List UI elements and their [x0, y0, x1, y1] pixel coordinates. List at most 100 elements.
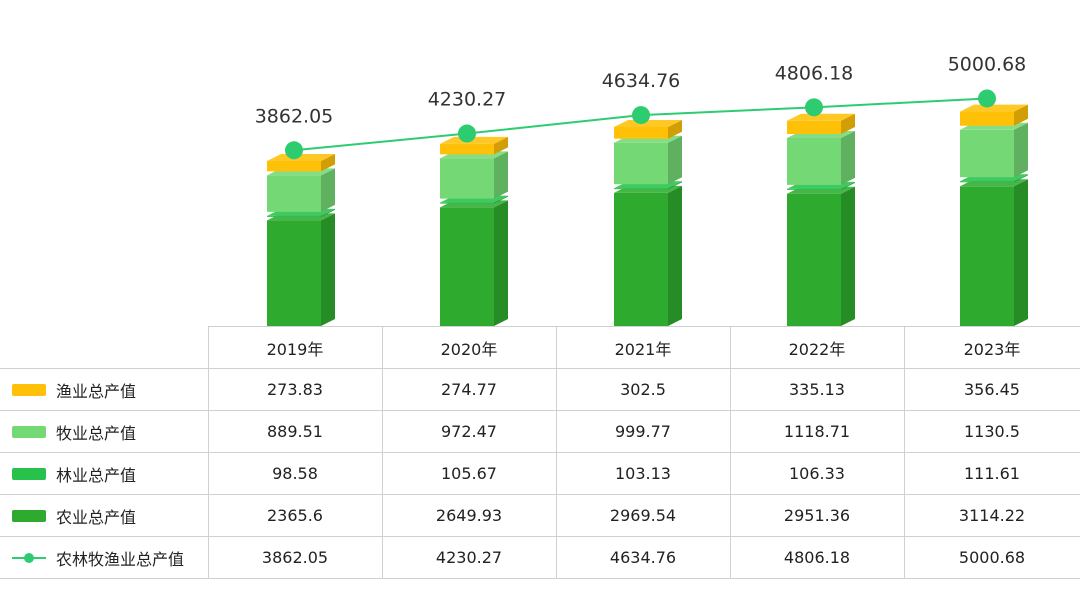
table-row: 渔业总产值 273.83 274.77 302.5 335.13 356.45: [0, 368, 1080, 411]
table-header-row: 2019年 2020年 2021年 2022年 2023年: [0, 326, 1080, 369]
bar-林业总产值: [960, 181, 1014, 183]
bar-林业总产值-side: [321, 208, 335, 217]
stacked-bar-line-chart: 3862.05 4230.27 4634.76 4806.18 5000.68: [255, 53, 1028, 326]
table-cell: 889.51: [207, 410, 383, 453]
year-header: 2023年: [903, 326, 1080, 369]
table-cell: 2969.54: [555, 494, 731, 537]
table-cell: 2365.6: [207, 494, 383, 537]
table-cell: 1130.5: [903, 410, 1080, 453]
bar-林业总产值: [787, 188, 841, 190]
table-cell: 5000.68: [903, 536, 1080, 579]
table-cell: 98.58: [207, 452, 383, 495]
bar-牧业总产值-side: [494, 151, 508, 199]
row-label: 农林牧渔业总产值: [56, 549, 185, 569]
table-cell: 106.33: [729, 452, 905, 495]
bar-农业总产值: [614, 192, 668, 326]
total-data-label: 3862.05: [255, 105, 334, 127]
row-label-cell: 牧业总产值: [0, 410, 209, 453]
total-data-label: 4634.76: [602, 70, 681, 92]
bar-农业总产值-side: [668, 185, 682, 326]
table-cell: 111.61: [903, 452, 1080, 495]
bar-渔业总产值-side: [668, 119, 682, 139]
table-cell: 999.77: [555, 410, 731, 453]
bar-渔业总产值-top: [960, 104, 1028, 112]
bar-渔业总产值-top: [440, 136, 508, 144]
bar-牧业总产值-side: [841, 130, 855, 185]
bar-林业总产值-side: [668, 181, 682, 190]
total-point: [978, 89, 996, 108]
bar-农业总产值-side: [1014, 179, 1028, 326]
total-data-label: 5000.68: [948, 53, 1027, 75]
bar-渔业总产值-side: [321, 153, 335, 172]
bar-林业总产值: [614, 188, 668, 190]
row-label: 渔业总产值: [56, 381, 137, 401]
table-cell: 4634.76: [555, 536, 731, 579]
year-header: 2022年: [729, 326, 905, 369]
table-cell: 302.5: [555, 368, 731, 411]
bar-农业总产值: [787, 193, 841, 326]
table-row: 农林牧渔业总产值 3862.05 4230.27 4634.76 4806.18 5000…: [0, 536, 1080, 579]
legend-swatch-icon: [12, 383, 46, 396]
bar-农业总产值: [267, 220, 321, 326]
bar-渔业总产值: [614, 126, 668, 139]
line-legend-icon: [12, 552, 46, 564]
bar-牧业总产值-side: [321, 168, 335, 212]
bar-林业总产值: [440, 202, 494, 204]
legend-swatch-icon: [12, 425, 46, 438]
bar-渔业总产值: [440, 143, 494, 155]
table-cell: 356.45: [903, 368, 1080, 411]
data-table: 2019年 2020年 2021年 2022年 2023年 渔业总产值 273.8…: [0, 326, 1080, 579]
bar-农业总产值-side: [841, 186, 855, 326]
total-point: [458, 124, 476, 143]
bar-牧业总产值-side: [668, 135, 682, 185]
table-row: 林业总产值 98.58 105.67 103.13 106.33 111.61: [0, 452, 1080, 495]
legend-swatch-icon: [12, 467, 46, 480]
table-cell: 335.13: [729, 368, 905, 411]
bar-渔业总产值-side: [841, 113, 855, 134]
legend-swatch-icon: [12, 509, 46, 522]
bar-农业总产值: [960, 186, 1014, 326]
row-label-cell: 农业总产值: [0, 494, 209, 537]
bar-林业总产值-side: [1014, 174, 1028, 183]
row-label: 林业总产值: [56, 465, 137, 485]
bar-牧业总产值-side: [1014, 122, 1028, 178]
total-point: [805, 98, 823, 117]
bar-渔业总产值: [960, 111, 1014, 126]
row-label-cell: 农林牧渔业总产值: [0, 536, 209, 579]
bar-农业总产值-side: [494, 200, 508, 326]
year-header: 2021年: [555, 326, 731, 369]
bar-渔业总产值: [787, 120, 841, 134]
bar-牧业总产值: [614, 142, 668, 185]
table-cell: 105.67: [381, 452, 557, 495]
table-cell: 273.83: [207, 368, 383, 411]
bar-渔业总产值-side: [494, 136, 508, 155]
total-data-label: 4806.18: [775, 62, 854, 84]
bar-渔业总产值-top: [267, 153, 335, 161]
table-corner-cell: [0, 326, 209, 369]
row-label: 农业总产值: [56, 507, 137, 527]
bar-牧业总产值: [787, 137, 841, 185]
bar-林业总产值-side: [494, 195, 508, 204]
total-point: [285, 141, 303, 160]
table-cell: 4230.27: [381, 536, 557, 579]
bar-渔业总产值-top: [787, 113, 855, 121]
table-cell: 2649.93: [381, 494, 557, 537]
table-cell: 2951.36: [729, 494, 905, 537]
bar-渔业总产值: [267, 160, 321, 172]
row-label-cell: 林业总产值: [0, 452, 209, 495]
table-cell: 4806.18: [729, 536, 905, 579]
bar-渔业总产值-top: [614, 119, 682, 127]
bar-牧业总产值: [267, 175, 321, 212]
chart-area: 3862.05 4230.27 4634.76 4806.18 5000.68: [255, 53, 1028, 326]
bar-林业总产值-side: [841, 181, 855, 190]
bar-牧业总产值: [440, 158, 494, 199]
table-cell: 972.47: [381, 410, 557, 453]
row-label: 牧业总产值: [56, 423, 137, 443]
table-cell: 103.13: [555, 452, 731, 495]
year-header: 2019年: [207, 326, 383, 369]
table-row: 牧业总产值 889.51 972.47 999.77 1118.71 1130.5: [0, 410, 1080, 453]
bar-农业总产值-side: [321, 213, 335, 326]
bar-牧业总产值: [960, 129, 1014, 178]
total-data-label: 4230.27: [428, 89, 507, 111]
table-cell: 274.77: [381, 368, 557, 411]
